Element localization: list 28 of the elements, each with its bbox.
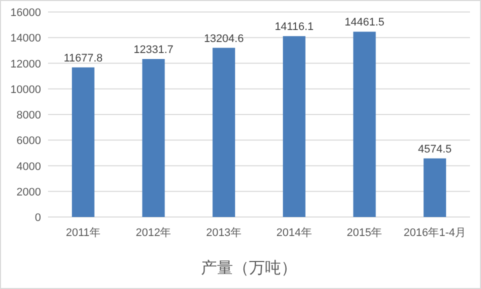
y-tick-label: 2000 <box>16 186 41 198</box>
y-tick-label: 4000 <box>16 160 41 173</box>
x-tick-label: 2016年1-4月 <box>404 227 466 239</box>
x-axis-title: 产量（万吨） <box>201 259 297 277</box>
bar <box>282 36 306 217</box>
bar <box>142 59 165 217</box>
data-label: 12331.7 <box>134 44 174 56</box>
x-tick-label: 2011年 <box>66 227 100 239</box>
x-tick-label: 2012年 <box>136 227 172 239</box>
bar <box>72 67 94 217</box>
bar <box>424 158 446 217</box>
data-label: 11677.8 <box>64 52 103 64</box>
data-label: 13204.6 <box>204 32 244 45</box>
data-label: 14461.5 <box>344 16 384 29</box>
y-tick-label: 6000 <box>16 135 41 148</box>
y-tick-label: 10000 <box>10 84 41 96</box>
x-tick-label: 2014年 <box>276 227 312 239</box>
data-label: 14116.1 <box>274 21 314 34</box>
bar <box>212 48 236 217</box>
x-tick-label: 2013年 <box>206 227 242 239</box>
y-tick-label: 12000 <box>10 58 41 70</box>
data-label: 4574.5 <box>418 143 452 156</box>
y-tick-label: 16000 <box>10 7 41 19</box>
y-tick-label: 0 <box>34 212 41 224</box>
y-tick-label: 8000 <box>16 110 41 122</box>
bar <box>353 32 376 217</box>
x-tick-label: 2015年 <box>346 227 382 239</box>
y-tick-label: 14000 <box>10 32 41 45</box>
